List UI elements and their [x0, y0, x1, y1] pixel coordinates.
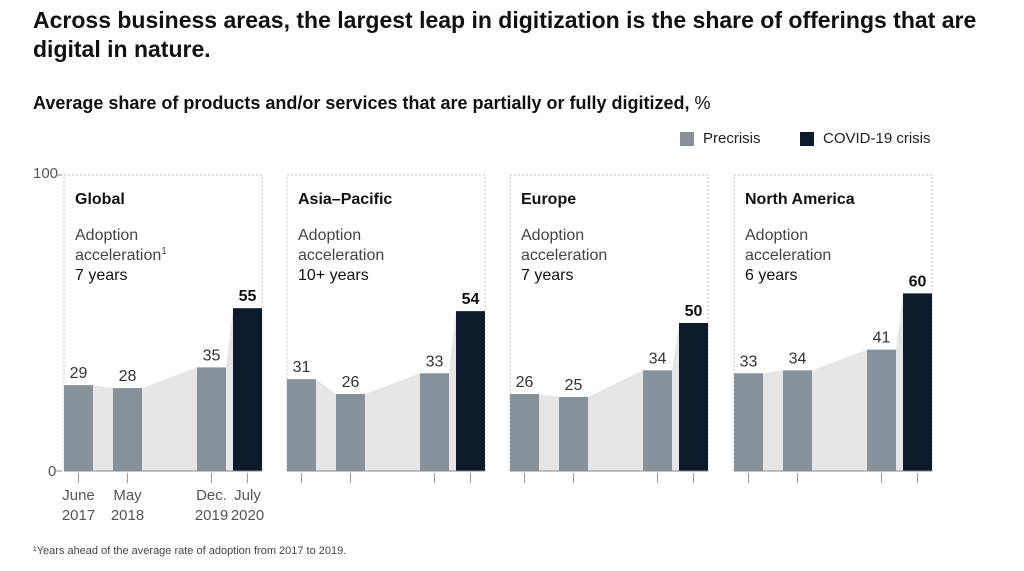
footnote: ¹Years ahead of the average rate of adop… [33, 545, 347, 557]
bar-precrisis [783, 370, 812, 471]
legend-item-covid: COVID-19 crisis [800, 130, 931, 147]
data-label: 54 [462, 291, 480, 308]
chart-title: Across business areas, the largest leap … [33, 7, 977, 62]
area-fill [510, 323, 708, 471]
y-axis-min-label: 0 [48, 463, 57, 480]
data-label: 25 [565, 377, 583, 394]
annotation-value: 7 years [521, 267, 573, 284]
panel-title: North America [745, 191, 855, 208]
data-label: 34 [649, 350, 667, 367]
bar-covid [233, 308, 262, 471]
panel-4: 33 34 41 60 North America Adoption acceleratio… [733, 174, 933, 483]
bar-precrisis [287, 379, 316, 471]
x-tick-label: 2018 [111, 507, 144, 524]
chart-subtitle: Average share of products and/or service… [33, 93, 711, 114]
area-fill [64, 308, 262, 471]
annotation-label: acceleration [298, 247, 384, 264]
annotation-value: 10+ years [298, 267, 369, 284]
x-tick-label: 2020 [231, 507, 264, 524]
area-fill [287, 311, 485, 471]
annotation-label: Adoption [521, 227, 584, 244]
legend-swatch-covid [800, 131, 814, 146]
bar-precrisis [336, 394, 365, 471]
x-tick-label: May [113, 487, 142, 504]
bar-precrisis [643, 370, 672, 471]
data-label: 33 [426, 353, 444, 370]
bar-precrisis [559, 397, 588, 471]
x-tick-label: July [234, 487, 261, 504]
subtitle-text: Average share of products and/or service… [33, 93, 690, 113]
data-label: 26 [516, 374, 534, 391]
data-label: 28 [119, 368, 137, 385]
annotation-label: acceleration [521, 247, 607, 264]
legend-item-precrisis: Precrisis [680, 130, 761, 147]
x-tick-label: Dec. [196, 487, 227, 504]
data-label: 35 [203, 347, 221, 364]
data-label: 31 [293, 359, 311, 376]
bar-precrisis [510, 394, 539, 471]
panel-1: 29 28 35 55 Global Adoption acceleration1 7 yea… [63, 174, 263, 483]
panel-3: 26 25 34 50 Europe Adoption acceleration 7 year… [509, 174, 709, 483]
annotation-label: Adoption [745, 227, 808, 244]
panel-title: Europe [521, 191, 576, 208]
bar-precrisis [867, 349, 896, 471]
annotation-label: acceleration1 [75, 246, 167, 264]
legend-label-precrisis: Precrisis [703, 130, 761, 147]
data-label: 26 [342, 374, 360, 391]
subtitle-unit: % [694, 93, 711, 113]
footnote-marker: 1 [161, 246, 167, 257]
panel-2: 31 26 33 54 Asia–Pacific Adoption acceleration… [286, 174, 486, 483]
data-label: 55 [239, 288, 257, 305]
bar-precrisis [113, 388, 142, 471]
legend-swatch-precrisis [680, 131, 694, 146]
y-axis-max-label: 100 [33, 165, 59, 182]
bar-precrisis [64, 385, 93, 471]
x-tick-label: 2017 [62, 507, 95, 524]
annotation-label: acceleration [745, 247, 831, 264]
data-label: 29 [70, 365, 88, 382]
bar-covid [903, 293, 932, 471]
bar-precrisis [734, 373, 763, 471]
legend-label-covid: COVID-19 crisis [823, 130, 931, 147]
data-label: 34 [789, 350, 807, 367]
x-tick-label: June [62, 487, 95, 504]
data-label: 33 [740, 353, 758, 370]
bar-covid [679, 323, 708, 471]
annotation-value: 7 years [75, 267, 127, 284]
data-label: 60 [909, 273, 927, 290]
data-label: 41 [873, 330, 891, 347]
data-label: 50 [685, 303, 703, 320]
x-tick-label: 2019 [195, 507, 228, 524]
bar-precrisis [197, 367, 226, 471]
annotation-value: 6 years [745, 267, 797, 284]
annotation-label: Adoption [75, 227, 138, 244]
panel-title: Global [75, 191, 125, 208]
bar-covid [456, 311, 485, 471]
panel-title: Asia–Pacific [298, 191, 392, 208]
bar-precrisis [420, 373, 449, 471]
annotation-label: Adoption [298, 227, 361, 244]
area-fill [734, 293, 932, 471]
